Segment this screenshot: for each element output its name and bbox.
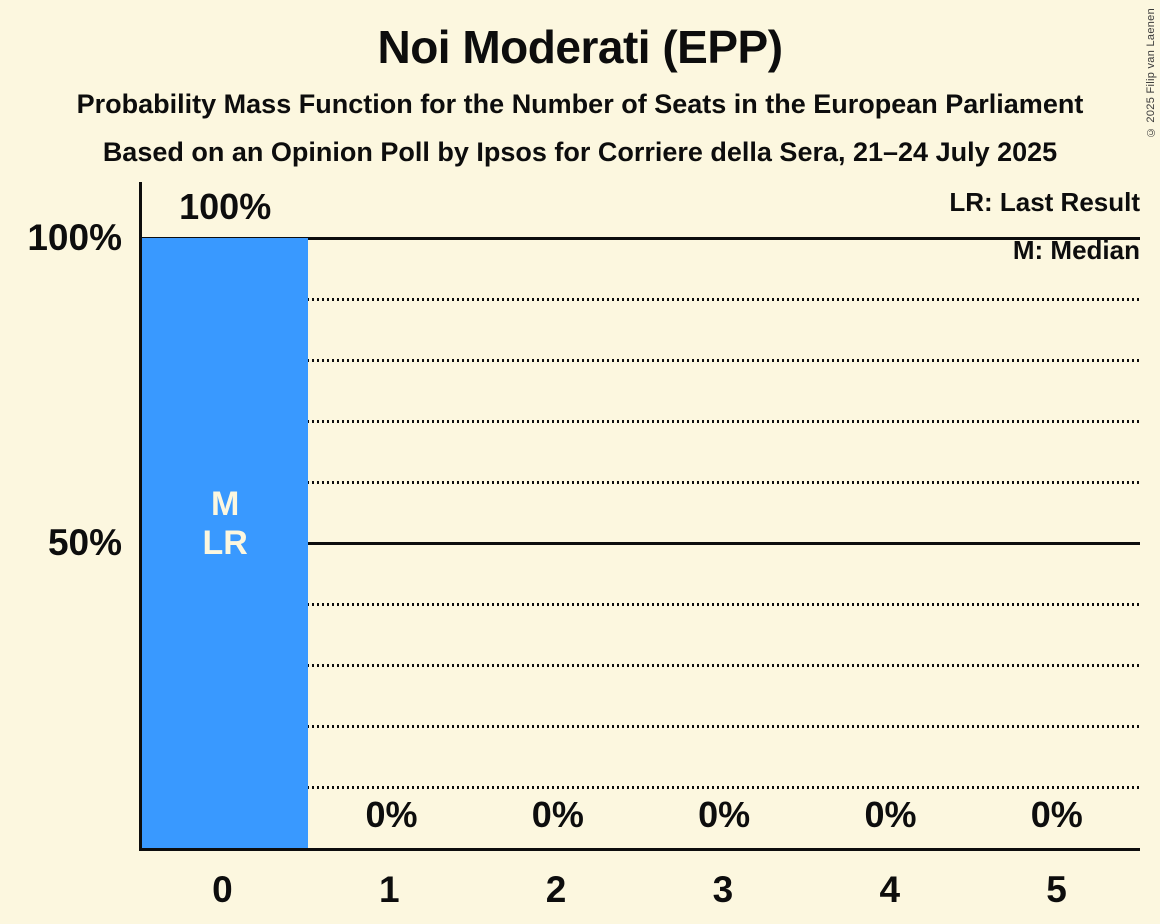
gridline-40	[142, 602, 1140, 606]
column-1: 0%	[308, 182, 474, 848]
bar-value-label-3: 0%	[698, 794, 751, 835]
gridline-80	[142, 358, 1140, 362]
column-2: 0%	[475, 182, 641, 848]
x-axis-tick-label-1: 1	[378, 869, 400, 910]
bar-value-label-2: 0%	[531, 794, 584, 835]
copyright-notice: © 2025 Filip van Laenen	[1145, 8, 1157, 139]
x-axis-tick-label-4: 4	[879, 869, 901, 910]
chart-subtitle-line2: Based on an Opinion Poll by Ipsos for Co…	[102, 137, 1058, 167]
legend-median-label: M: Median	[1012, 235, 1140, 265]
bar-annotation-markers: M LR	[142, 485, 308, 563]
x-axis-tick-label-3: 3	[712, 869, 734, 910]
legend: LR: Last Result M: Median	[949, 178, 1140, 274]
median-marker: M	[211, 485, 240, 523]
y-axis-label-100: 100%	[27, 217, 122, 258]
last-result-marker: LR	[202, 524, 248, 562]
column-0: M LR 100%	[142, 182, 309, 848]
column-4: 0%	[807, 182, 973, 848]
gridline-30	[142, 663, 1140, 667]
gridline-20	[142, 724, 1140, 728]
bar-value-label-1: 0%	[365, 794, 418, 835]
probability-bar-0: M LR	[142, 238, 309, 848]
gridline-50	[142, 541, 1140, 545]
bar-value-label-4: 0%	[864, 794, 917, 835]
bar-columns: M LR 100% 0% 0% 0% 0% 0%	[142, 182, 1140, 848]
bar-value-label-5: 0%	[1030, 794, 1083, 835]
plot-area: M LR 100% 0% 0% 0% 0% 0%	[139, 182, 1140, 851]
gridline-60	[142, 480, 1140, 484]
gridline-100	[142, 236, 1140, 240]
chart-title: Noi Moderati (EPP)	[377, 21, 783, 73]
bar-value-label-0: 100%	[179, 186, 272, 227]
column-3: 0%	[641, 182, 807, 848]
x-axis-tick-label-2: 2	[545, 869, 567, 910]
chart-subtitle-line1: Probability Mass Function for the Number…	[76, 89, 1084, 119]
x-axis-tick-label-5: 5	[1046, 869, 1067, 910]
legend-last-result-label: LR: Last Result	[949, 187, 1140, 217]
column-5: 0%	[974, 182, 1140, 848]
gridline-70	[142, 419, 1140, 423]
x-axis-tick-label-0: 0	[212, 869, 233, 910]
gridline-10	[142, 785, 1140, 789]
x-axis: 0 1 2 3 4 5	[139, 860, 1140, 920]
y-axis-label-50: 50%	[47, 522, 122, 563]
gridline-90	[142, 297, 1140, 301]
